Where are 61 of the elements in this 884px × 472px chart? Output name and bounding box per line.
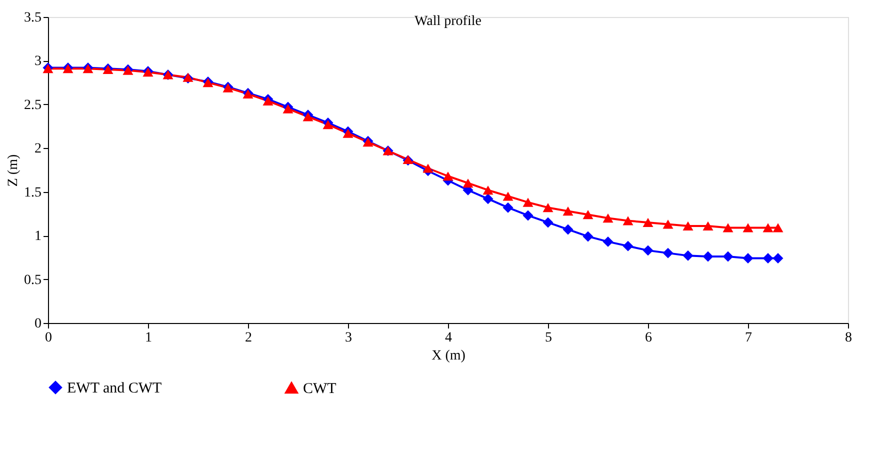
- y-tick-label: 0.5: [24, 272, 42, 288]
- point: [642, 218, 654, 227]
- point: [342, 128, 354, 138]
- x-tick-label: 0: [45, 330, 52, 346]
- point: [582, 231, 594, 242]
- x-tick-label: 7: [745, 330, 752, 346]
- point: [772, 253, 784, 264]
- legend-label: EWT and CWT: [67, 380, 162, 397]
- point: [442, 172, 454, 181]
- y-tick-label: 1: [34, 229, 42, 244]
- point: [602, 236, 614, 247]
- point: [542, 203, 554, 212]
- point: [622, 240, 634, 252]
- point: [282, 104, 294, 114]
- x-axis-title: X (m): [432, 348, 466, 364]
- point: [722, 251, 734, 262]
- y-tick-label: 1.5: [24, 185, 42, 200]
- x-tick-label: 1: [145, 330, 152, 346]
- point: [502, 202, 514, 213]
- point: [682, 250, 694, 261]
- point: [302, 112, 314, 122]
- point: [462, 178, 474, 188]
- x-tick-label: 3: [345, 330, 352, 346]
- point: [562, 206, 574, 216]
- x-tick-label: 4: [445, 330, 452, 346]
- point: [522, 210, 534, 221]
- point: [702, 251, 714, 262]
- legend-label: CWT: [303, 380, 336, 397]
- point: [482, 186, 494, 195]
- point: [742, 253, 754, 264]
- point: [762, 223, 774, 232]
- chart-title: Wall profile: [414, 14, 482, 29]
- point: [742, 223, 754, 232]
- point: [682, 221, 694, 230]
- point: [542, 217, 554, 228]
- point: [502, 192, 514, 201]
- point: [562, 224, 574, 235]
- point: [422, 164, 434, 173]
- y-tick-label: 3.5: [24, 10, 42, 26]
- x-tick-label: 5: [545, 330, 552, 346]
- x-tick-label: 2: [245, 330, 252, 346]
- point: [522, 198, 534, 207]
- y-axis-title: Z (m): [6, 154, 21, 187]
- point: [662, 248, 674, 258]
- point: [642, 245, 654, 256]
- point: [722, 223, 734, 232]
- y-tick-label: 0: [34, 316, 42, 332]
- point: [772, 223, 784, 232]
- x-tick-label: 8: [845, 330, 852, 346]
- point: [702, 221, 714, 230]
- y-tick-label: 2: [34, 142, 42, 157]
- point: [482, 194, 494, 204]
- point: [662, 220, 674, 229]
- point: [262, 96, 274, 106]
- x-tick-label: 6: [645, 330, 652, 346]
- point: [762, 253, 774, 264]
- y-tick-label: 3: [34, 54, 42, 70]
- point: [582, 210, 594, 220]
- point: [602, 214, 614, 223]
- point: [622, 216, 634, 226]
- y-tick-label: 2.5: [24, 98, 42, 113]
